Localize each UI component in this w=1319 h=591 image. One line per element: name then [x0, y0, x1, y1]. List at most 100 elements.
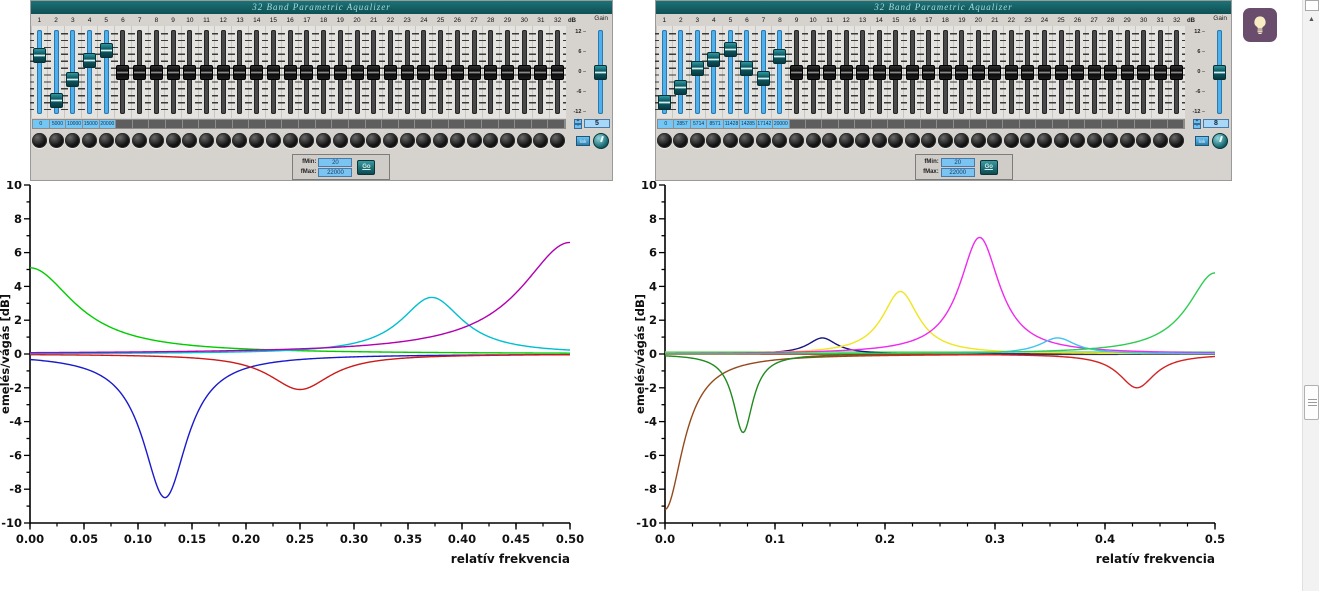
frequency-button[interactable]	[548, 120, 565, 128]
band-fader[interactable]	[787, 26, 806, 118]
frequency-button[interactable]	[872, 120, 889, 128]
band-fader[interactable]	[704, 26, 723, 118]
fader-handle[interactable]	[806, 64, 820, 80]
go-button[interactable]: Go	[979, 159, 998, 175]
band-fader[interactable]	[498, 26, 517, 118]
frequency-button[interactable]	[166, 120, 183, 128]
band-q-knob[interactable]	[805, 133, 821, 148]
band-q-knob[interactable]	[82, 133, 98, 148]
fader-track[interactable]	[777, 30, 783, 114]
frequency-button[interactable]: 0	[33, 120, 50, 128]
fader-handle[interactable]	[1153, 64, 1167, 80]
band-q-knob[interactable]	[1136, 133, 1152, 148]
fader-handle[interactable]	[400, 64, 414, 80]
frequency-button[interactable]	[116, 120, 133, 128]
band-q-knob[interactable]	[215, 133, 231, 148]
fmin-input[interactable]: 20	[940, 157, 975, 167]
fmax-input[interactable]: 22000	[318, 167, 353, 177]
band-q-knob[interactable]	[937, 133, 953, 148]
frequency-button[interactable]	[382, 120, 399, 128]
fader-handle[interactable]	[1004, 64, 1018, 80]
band-fader[interactable]	[804, 26, 823, 118]
fader-handle[interactable]	[233, 64, 247, 80]
fader-handle[interactable]	[183, 64, 197, 80]
frequency-button[interactable]	[1036, 120, 1053, 128]
band-q-knob[interactable]	[970, 133, 986, 148]
band-q-knob[interactable]	[148, 133, 164, 148]
band-fader[interactable]	[30, 26, 49, 118]
band-q-knob[interactable]	[1070, 133, 1086, 148]
link-button[interactable]: link	[576, 135, 590, 146]
spinner-down-icon[interactable]: -	[1193, 123, 1201, 129]
band-q-knob[interactable]	[399, 133, 415, 148]
band-q-knob[interactable]	[855, 133, 871, 148]
band-count-value[interactable]: 8	[1203, 119, 1229, 128]
fader-handle[interactable]	[434, 64, 448, 80]
master-gain-slider[interactable]	[1207, 26, 1231, 118]
frequency-button[interactable]	[1118, 120, 1135, 128]
band-fader[interactable]	[80, 26, 99, 118]
band-q-knob[interactable]	[299, 133, 315, 148]
frequency-button[interactable]	[515, 120, 532, 128]
band-q-knob[interactable]	[98, 133, 114, 148]
band-fader[interactable]	[214, 26, 233, 118]
band-fader[interactable]	[737, 26, 756, 118]
fader-handle[interactable]	[1137, 64, 1151, 80]
fader-handle[interactable]	[1021, 64, 1035, 80]
band-q-knob[interactable]	[1103, 133, 1119, 148]
fader-handle[interactable]	[905, 64, 919, 80]
fader-handle[interactable]	[333, 64, 347, 80]
fader-handle[interactable]	[823, 64, 837, 80]
band-fader[interactable]	[465, 26, 484, 118]
go-button[interactable]: Go	[357, 159, 376, 175]
fader-track[interactable]	[661, 30, 667, 114]
frequency-button[interactable]: 20000	[99, 120, 117, 128]
band-q-knob[interactable]	[483, 133, 499, 148]
band-q-knob[interactable]	[433, 133, 449, 148]
band-fader[interactable]	[919, 26, 938, 118]
frequency-button[interactable]	[183, 120, 200, 128]
frequency-button[interactable]	[987, 120, 1004, 128]
band-fader[interactable]	[936, 26, 955, 118]
fader-handle[interactable]	[417, 64, 431, 80]
band-q-knob[interactable]	[1053, 133, 1069, 148]
fader-handle[interactable]	[872, 64, 886, 80]
vertical-scrollbar[interactable]: ▲	[1302, 0, 1319, 591]
band-fader[interactable]	[247, 26, 266, 118]
band-fader[interactable]	[820, 26, 839, 118]
band-q-knob[interactable]	[789, 133, 805, 148]
band-fader[interactable]	[1101, 26, 1120, 118]
band-q-knob[interactable]	[31, 133, 47, 148]
band-q-knob[interactable]	[265, 133, 281, 148]
band-fader[interactable]	[1118, 26, 1137, 118]
band-fader[interactable]	[969, 26, 988, 118]
frequency-button[interactable]	[1003, 120, 1020, 128]
fader-handle[interactable]	[383, 64, 397, 80]
band-q-knob[interactable]	[772, 133, 788, 148]
fader-handle[interactable]	[99, 42, 113, 58]
band-q-knob[interactable]	[282, 133, 298, 148]
frequency-button[interactable]	[839, 120, 856, 128]
band-q-knob[interactable]	[1169, 133, 1185, 148]
fader-handle[interactable]	[83, 53, 97, 69]
fader-track[interactable]	[103, 30, 109, 114]
band-fader[interactable]	[770, 26, 789, 118]
band-q-knob[interactable]	[550, 133, 566, 148]
band-fader[interactable]	[952, 26, 971, 118]
band-fader[interactable]	[414, 26, 433, 118]
fader-handle[interactable]	[300, 64, 314, 80]
band-fader[interactable]	[398, 26, 417, 118]
master-knob[interactable]	[1212, 132, 1228, 149]
fader-handle[interactable]	[216, 64, 230, 80]
band-q-knob[interactable]	[838, 133, 854, 148]
band-fader[interactable]	[481, 26, 500, 118]
scroll-up-arrow-icon[interactable]: ▲	[1308, 16, 1315, 23]
band-fader[interactable]	[431, 26, 450, 118]
fader-handle[interactable]	[723, 41, 737, 57]
fader-handle[interactable]	[350, 64, 364, 80]
band-q-knob[interactable]	[382, 133, 398, 148]
band-fader[interactable]	[97, 26, 116, 118]
fader-handle[interactable]	[839, 64, 853, 80]
fader-handle[interactable]	[1037, 64, 1051, 80]
band-q-knob[interactable]	[987, 133, 1003, 148]
